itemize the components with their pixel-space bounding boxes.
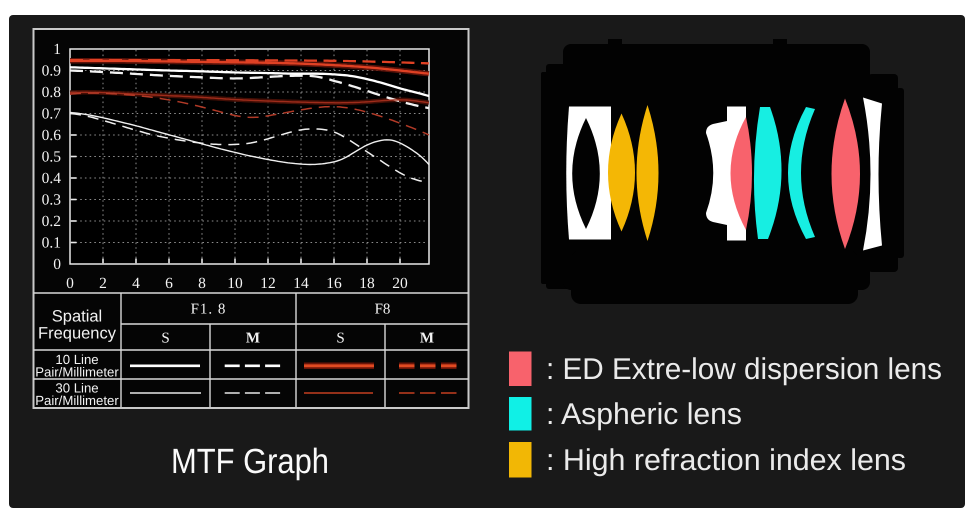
svg-text:8: 8 — [198, 275, 206, 292]
svg-text:18: 18 — [359, 275, 375, 292]
svg-text:MTF Graph: MTF Graph — [171, 442, 329, 481]
svg-text:: High refraction index lens: : High refraction index lens — [546, 444, 906, 477]
svg-text:0.7: 0.7 — [42, 106, 62, 123]
svg-text:Spatial: Spatial — [52, 308, 102, 326]
svg-text:0.6: 0.6 — [42, 127, 62, 144]
svg-text:F1. 8: F1. 8 — [191, 302, 227, 318]
svg-text:0.1: 0.1 — [42, 235, 61, 252]
svg-text:16: 16 — [326, 275, 342, 292]
svg-text:6: 6 — [165, 275, 173, 292]
svg-text:0.9: 0.9 — [42, 63, 62, 80]
svg-text:0.5: 0.5 — [42, 149, 62, 166]
svg-text:Pair/Millimeter: Pair/Millimeter — [35, 393, 119, 408]
svg-text:14: 14 — [293, 275, 309, 292]
svg-text:: ED Extre-low dispersion lens: : ED Extre-low dispersion lens — [546, 353, 942, 386]
svg-text:M: M — [420, 331, 434, 347]
svg-text:10: 10 — [227, 275, 243, 292]
svg-text:Frequency: Frequency — [38, 325, 117, 343]
svg-text:0: 0 — [66, 275, 74, 292]
svg-text:0.2: 0.2 — [42, 213, 61, 230]
svg-text:4: 4 — [132, 275, 140, 292]
svg-text:M: M — [246, 331, 260, 347]
svg-text:20: 20 — [392, 275, 408, 292]
svg-text:0: 0 — [53, 256, 61, 273]
svg-text:Pair/Millimeter: Pair/Millimeter — [35, 365, 119, 380]
svg-text:F8: F8 — [375, 302, 391, 318]
svg-text:S: S — [336, 331, 344, 347]
svg-text:1: 1 — [53, 41, 61, 58]
svg-text:10 Line: 10 Line — [55, 352, 98, 367]
svg-text:0.8: 0.8 — [42, 84, 62, 101]
svg-text:2: 2 — [99, 275, 107, 292]
svg-text:12: 12 — [260, 275, 276, 292]
svg-text:0.3: 0.3 — [42, 192, 62, 209]
svg-text:30 Line: 30 Line — [55, 381, 98, 396]
svg-text:: Aspheric lens: : Aspheric lens — [546, 398, 742, 431]
svg-text:S: S — [161, 331, 169, 347]
svg-text:0.4: 0.4 — [42, 170, 62, 187]
